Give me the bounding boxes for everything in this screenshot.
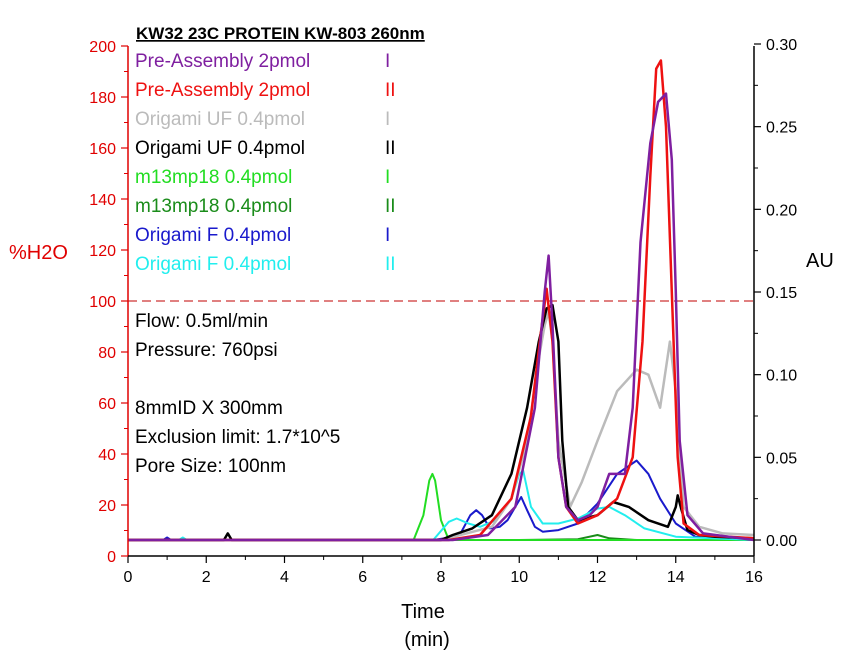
legend-run-label: II bbox=[385, 196, 396, 217]
y-left-tick-label: 20 bbox=[98, 498, 116, 515]
plot-lines bbox=[128, 59, 755, 542]
axes: 0 2 4 6 8 10 12 14 16020406080100120140160180200… bbox=[89, 37, 797, 586]
y-left-tick-label: 140 bbox=[89, 192, 116, 209]
y-right-tick-label: 0.15 bbox=[766, 285, 797, 302]
y-left-tick-label: 60 bbox=[98, 396, 116, 413]
legend-run-label: I bbox=[385, 225, 390, 246]
series-line-8 bbox=[128, 92, 755, 542]
y-left-tick-label: 200 bbox=[89, 39, 116, 56]
x-tick-label: 6 bbox=[358, 569, 367, 586]
series-line-2 bbox=[128, 472, 754, 541]
y-left-tick-label: 100 bbox=[89, 294, 116, 311]
y-right-tick-label: 0.05 bbox=[766, 450, 797, 467]
annotation-text: 8mmID X 300mm bbox=[135, 398, 283, 419]
legend-run-label: II bbox=[385, 80, 396, 101]
y-left-tick-label: 40 bbox=[98, 447, 116, 464]
x-tick-label: 8 bbox=[437, 569, 446, 586]
x-tick-label: 4 bbox=[280, 569, 289, 586]
x-axis-label: Time bbox=[401, 601, 445, 623]
y-left-tick-label: 120 bbox=[89, 243, 116, 260]
y-right-tick-label: 0.25 bbox=[766, 120, 797, 137]
x-tick-label: 12 bbox=[589, 569, 607, 586]
y-right-tick-label: 0.30 bbox=[766, 37, 797, 54]
legend-label: Origami UF 0.4pmol bbox=[135, 138, 305, 159]
legend-run-label: II bbox=[385, 138, 396, 159]
legend-label: Origami F 0.4pmol bbox=[135, 254, 291, 275]
legend-label: Pre-Assembly 2pmol bbox=[135, 51, 310, 72]
x-tick-label: 0 bbox=[124, 569, 133, 586]
series-line-6 bbox=[128, 303, 755, 542]
legend-label: Origami F 0.4pmol bbox=[135, 225, 291, 246]
legend-label: Origami UF 0.4pmol bbox=[135, 109, 305, 130]
y-right-tick-label: 0.00 bbox=[766, 533, 797, 550]
y-left-tick-label: 180 bbox=[89, 90, 116, 107]
legend-run-label: I bbox=[385, 109, 390, 130]
chart-title: KW32 23C PROTEIN KW-803 260nm bbox=[136, 24, 425, 43]
annotation-text: Pressure: 760psi bbox=[135, 340, 278, 361]
y-left-axis-label: %H2O bbox=[9, 242, 68, 264]
legend-label: m13mp18 0.4pmol bbox=[135, 167, 292, 188]
annotation-text: Exclusion limit: 1.7*10^5 bbox=[135, 427, 340, 448]
y-left-tick-label: 80 bbox=[98, 345, 116, 362]
x-tick-label: 14 bbox=[667, 569, 685, 586]
legend-label: Pre-Assembly 2pmol bbox=[135, 80, 310, 101]
x-axis-unit-label: (min) bbox=[404, 629, 450, 651]
x-tick-label: 10 bbox=[510, 569, 528, 586]
y-right-axis-label: AU bbox=[806, 250, 834, 272]
legend-label: m13mp18 0.4pmol bbox=[135, 196, 292, 217]
y-left-tick-label: 0 bbox=[107, 549, 116, 566]
y-right-tick-label: 0.20 bbox=[766, 202, 797, 219]
y-right-tick-label: 0.10 bbox=[766, 368, 797, 385]
x-tick-label: 16 bbox=[745, 569, 763, 586]
y-left-tick-label: 160 bbox=[89, 141, 116, 158]
legend-run-label: I bbox=[385, 51, 390, 72]
x-tick-label: 2 bbox=[202, 569, 211, 586]
annotation-text: Flow: 0.5ml/min bbox=[135, 311, 268, 332]
series-line-7 bbox=[128, 59, 755, 542]
series-line-4 bbox=[128, 469, 755, 541]
legend-run-label: I bbox=[385, 167, 390, 188]
legend-run-label: II bbox=[385, 254, 396, 275]
annotation-text: Pore Size: 100nm bbox=[135, 456, 286, 477]
annotations: Flow: 0.5ml/min Pressure: 760psi 8mmID X 3… bbox=[135, 311, 340, 477]
